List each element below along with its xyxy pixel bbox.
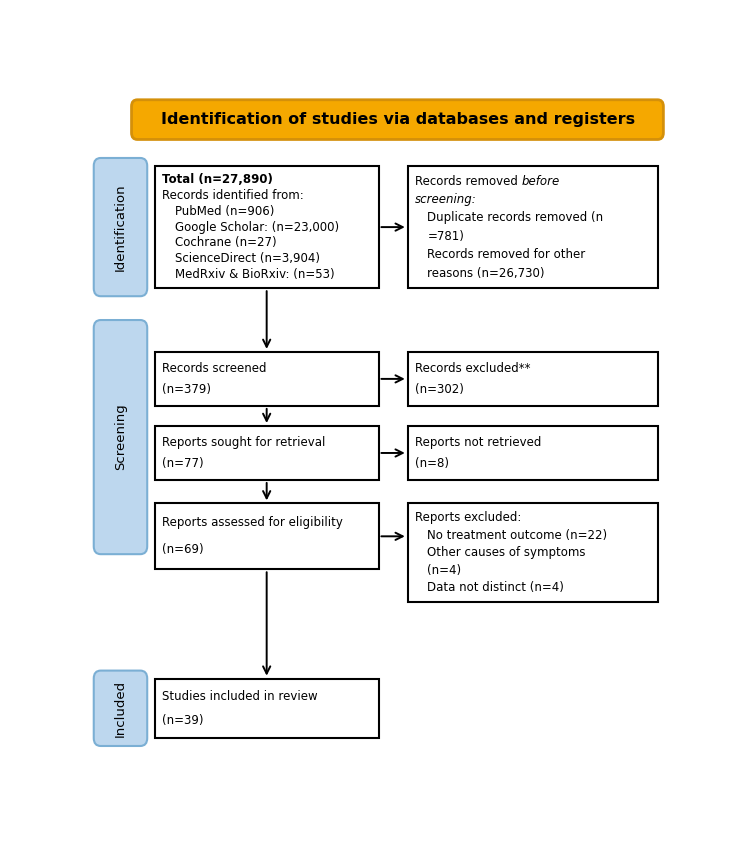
FancyBboxPatch shape xyxy=(94,158,147,296)
Text: (n=302): (n=302) xyxy=(415,383,464,396)
Text: Duplicate records removed (n: Duplicate records removed (n xyxy=(427,211,604,224)
Text: Records screened: Records screened xyxy=(162,362,266,375)
Bar xyxy=(408,426,658,480)
Bar xyxy=(408,503,658,602)
FancyBboxPatch shape xyxy=(94,320,147,554)
Text: (n=4): (n=4) xyxy=(427,564,461,576)
Bar xyxy=(154,503,379,570)
Text: Reports assessed for eligibility: Reports assessed for eligibility xyxy=(162,516,343,529)
Text: Cochrane (n=27): Cochrane (n=27) xyxy=(175,236,276,249)
Text: Records removed for other: Records removed for other xyxy=(427,248,586,261)
Text: Records excluded**: Records excluded** xyxy=(415,362,530,375)
Text: MedRxiv & BioRxiv: (n=53): MedRxiv & BioRxiv: (n=53) xyxy=(175,268,334,281)
Text: Data not distinct (n=4): Data not distinct (n=4) xyxy=(427,582,564,594)
Text: Records identified from:: Records identified from: xyxy=(162,189,304,202)
Text: screening:: screening: xyxy=(415,193,476,206)
Text: Identification of studies via databases and registers: Identification of studies via databases … xyxy=(160,113,634,127)
Text: (n=8): (n=8) xyxy=(415,457,448,470)
Text: PubMed (n=906): PubMed (n=906) xyxy=(175,204,274,218)
Text: Reports not retrieved: Reports not retrieved xyxy=(415,436,541,449)
Text: Google Scholar: (n=23,000): Google Scholar: (n=23,000) xyxy=(175,221,339,234)
Bar xyxy=(408,166,658,289)
Text: No treatment outcome (n=22): No treatment outcome (n=22) xyxy=(427,529,608,542)
Text: Screening: Screening xyxy=(114,404,127,471)
Bar xyxy=(154,352,379,406)
Text: (n=69): (n=69) xyxy=(162,544,203,557)
Text: Records removed: Records removed xyxy=(415,174,521,187)
Text: Included: Included xyxy=(114,679,127,737)
Text: Other causes of symptoms: Other causes of symptoms xyxy=(427,546,586,559)
Text: Reports sought for retrieval: Reports sought for retrieval xyxy=(162,436,326,449)
Text: =781): =781) xyxy=(427,230,464,243)
Text: before: before xyxy=(521,174,560,187)
Bar xyxy=(154,679,379,738)
Text: Total (n=27,890): Total (n=27,890) xyxy=(162,174,273,186)
Bar xyxy=(408,352,658,406)
Bar xyxy=(154,426,379,480)
Bar xyxy=(154,166,379,289)
Text: reasons (n=26,730): reasons (n=26,730) xyxy=(427,266,545,280)
Text: (n=379): (n=379) xyxy=(162,383,211,396)
Text: (n=39): (n=39) xyxy=(162,714,203,727)
Text: Reports excluded:: Reports excluded: xyxy=(415,511,521,525)
FancyBboxPatch shape xyxy=(94,671,147,746)
Text: (n=77): (n=77) xyxy=(162,457,203,470)
Text: ScienceDirect (n=3,904): ScienceDirect (n=3,904) xyxy=(175,253,320,265)
Text: Studies included in review: Studies included in review xyxy=(162,690,317,703)
Text: Identification: Identification xyxy=(114,183,127,271)
FancyBboxPatch shape xyxy=(131,100,663,139)
